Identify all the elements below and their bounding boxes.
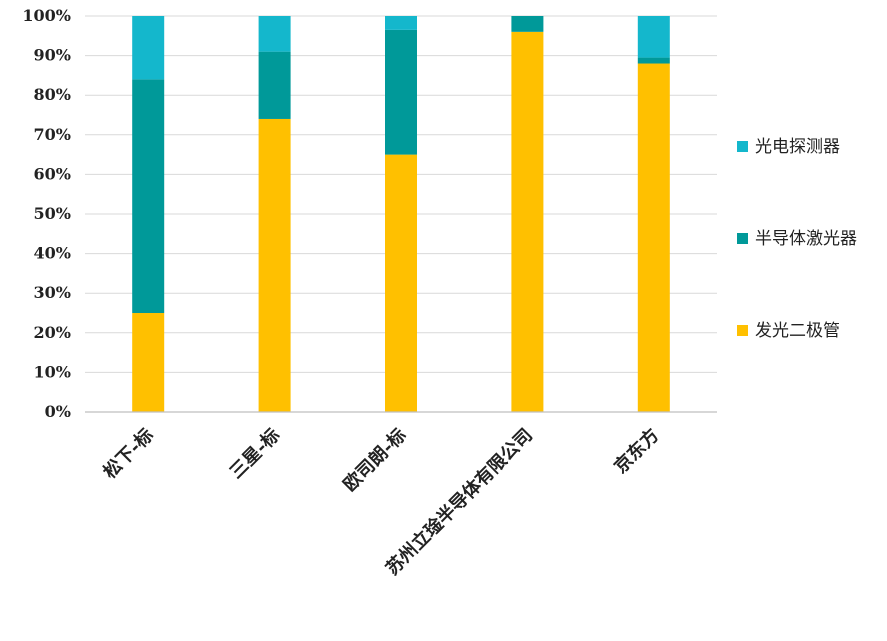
- bars: [132, 16, 670, 413]
- y-tick-label: 90%: [34, 46, 71, 65]
- x-tick-label: 三星-标: [225, 424, 284, 483]
- bar-segment: [637, 57, 670, 64]
- x-tick-label: 苏州立琻半导体有限公司: [381, 424, 537, 580]
- y-tick-label: 80%: [34, 85, 71, 104]
- x-tick-label: 京东方: [610, 424, 664, 478]
- y-tick-label: 20%: [34, 323, 71, 342]
- bar-segment: [258, 51, 291, 119]
- legend-label: 光电探测器: [755, 137, 840, 157]
- bar-segment: [511, 31, 544, 413]
- bar-segment: [637, 63, 670, 413]
- y-tick-labels: 0% 10% 20% 30% 40% 50% 60% 70% 80% 90% 100%: [22, 6, 71, 421]
- bar-segment: [258, 16, 291, 52]
- legend-label: 半导体激光器: [755, 229, 857, 249]
- y-tick-label: 0%: [45, 402, 71, 421]
- y-tick-label: 70%: [34, 125, 71, 144]
- legend-swatch: [737, 325, 748, 336]
- y-tick-label: 40%: [34, 244, 71, 263]
- bar-segment: [385, 29, 417, 155]
- bar-segment: [132, 16, 165, 80]
- bar-segment: [385, 154, 417, 412]
- x-tick-label: 欧司朗-标: [339, 424, 411, 496]
- bar-segment: [385, 16, 417, 30]
- bar-segment: [637, 16, 670, 58]
- x-tick-label: 松下-标: [99, 424, 158, 483]
- y-tick-label: 10%: [34, 362, 71, 381]
- y-tick-label: 100%: [22, 6, 71, 25]
- y-tick-label: 50%: [34, 204, 71, 223]
- bar-segment: [132, 79, 165, 313]
- legend-label: 发光二极管: [755, 321, 840, 341]
- bar-segment: [258, 118, 291, 413]
- bar-segment: [132, 313, 165, 412]
- bar-segment: [511, 16, 544, 32]
- y-tick-label: 60%: [34, 164, 71, 183]
- legend-swatch: [737, 141, 748, 152]
- legend-swatch: [737, 233, 748, 244]
- y-tick-label: 30%: [34, 283, 71, 302]
